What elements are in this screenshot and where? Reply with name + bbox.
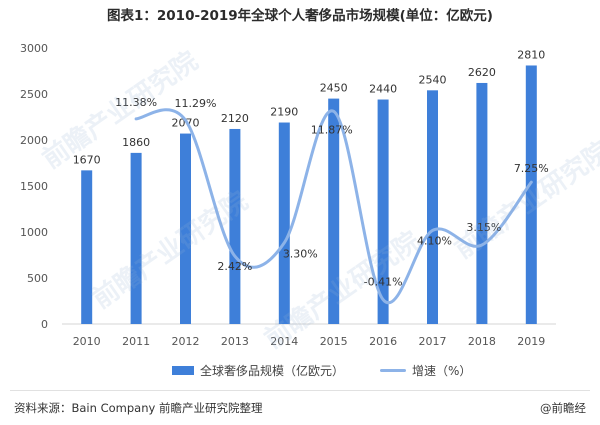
x-tick-label: 2017: [419, 335, 447, 348]
line-label-2015: 11.87%: [311, 123, 353, 136]
source-note: 资料来源：Bain Company 前瞻产业研究院整理: [14, 401, 263, 415]
x-tick-label: 2018: [468, 335, 496, 348]
y-tick-label: 3000: [20, 42, 48, 55]
bar-2014: [278, 122, 290, 325]
chart-title: 图表1：2010-2019年全球个人奢侈品市场规模(单位：亿欧元): [107, 8, 493, 24]
bar-2012: [180, 133, 191, 324]
y-tick-label: 1000: [20, 226, 48, 239]
x-tick-label: 2012: [172, 335, 200, 348]
bar-2016: [377, 99, 389, 325]
bar-label-2019: 2810: [517, 48, 545, 61]
bar-label-2016: 2440: [369, 83, 397, 96]
bar-label-2015: 2450: [320, 82, 348, 95]
bar-2013: [229, 128, 241, 324]
bar-label-2010: 1670: [73, 153, 101, 166]
bar-2010: [81, 170, 93, 324]
legend-line-swatch: [380, 369, 406, 372]
growth-line: [134, 108, 533, 305]
bar-2011: [130, 152, 142, 324]
x-tick-label: 2013: [221, 335, 249, 348]
line-label-2016: -0.41%: [364, 276, 403, 289]
bar-label-2014: 2190: [270, 106, 298, 119]
bar-label-2017: 2540: [419, 73, 447, 86]
x-tick-label: 2016: [369, 335, 397, 348]
x-tick-label: 2014: [270, 335, 298, 348]
footer-divider: [10, 390, 590, 391]
line-label-2019: 7.25%: [514, 162, 549, 175]
y-tick-label: 500: [27, 272, 48, 285]
x-tick-label: 2011: [122, 335, 150, 348]
bar-label-2013: 2120: [221, 112, 249, 125]
y-tick-label: 2000: [20, 134, 48, 147]
x-tick-label: 2019: [517, 335, 545, 348]
bar-2017: [427, 90, 438, 324]
legend-item-line: 增速（%）: [380, 362, 471, 379]
y-tick-label: 1500: [20, 180, 48, 193]
brand-mark: @前瞻经: [540, 401, 586, 415]
line-label-2013: 2.42%: [217, 260, 252, 273]
bar-label-2011: 1860: [122, 136, 150, 149]
line-label-2014: 3.30%: [283, 248, 318, 261]
bar-2018: [476, 82, 488, 325]
line-label-2018: 3.15%: [466, 221, 501, 234]
line-label-2011: 11.38%: [115, 96, 157, 109]
y-tick-label: 2500: [20, 88, 48, 101]
line-label-2017: 4.10%: [417, 234, 452, 247]
bar-label-2018: 2620: [468, 66, 496, 79]
legend-line-label: 增速（%）: [412, 364, 472, 378]
legend-item-bar: 全球奢侈品规模（亿欧元）: [172, 362, 344, 379]
bar-2019: [525, 65, 537, 324]
bar-2015: [328, 98, 340, 324]
chart-plot-area: 0 500 1000 1500 2000 2500 3000 1670 1860 2070 2120…: [20, 42, 556, 348]
bar-label-2012: 2070: [172, 117, 200, 130]
x-tick-label: 2010: [73, 335, 101, 348]
legend-bar-swatch: [172, 366, 194, 375]
line-label-2012: 11.29%: [175, 97, 217, 110]
legend-bar-label: 全球奢侈品规模（亿欧元）: [200, 364, 345, 378]
y-tick-label: 0: [41, 318, 48, 331]
x-tick-label: 2015: [320, 335, 348, 348]
